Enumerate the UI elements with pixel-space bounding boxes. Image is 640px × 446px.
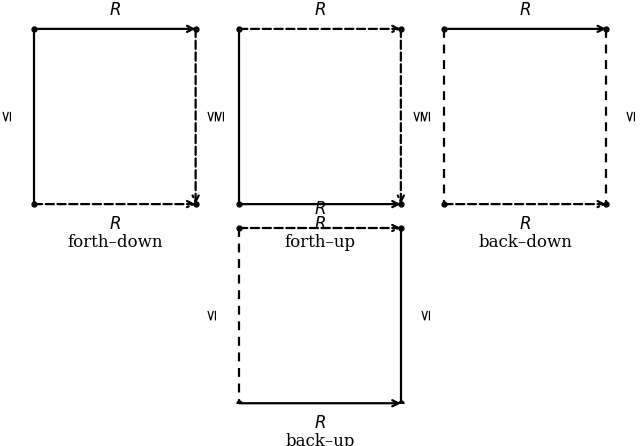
Text: forth–up: forth–up	[284, 234, 356, 251]
Text: back–up: back–up	[285, 433, 355, 446]
Text: $R$: $R$	[109, 216, 121, 233]
Text: $R$: $R$	[314, 415, 326, 432]
Text: $\leq$: $\leq$	[207, 308, 221, 324]
Text: $\leq$: $\leq$	[412, 108, 426, 124]
Text: $\leq$: $\leq$	[214, 108, 228, 124]
Text: $\leq$: $\leq$	[625, 108, 639, 124]
Text: $\leq$: $\leq$	[419, 108, 433, 124]
Text: $R$: $R$	[314, 201, 326, 218]
Text: back–down: back–down	[478, 234, 572, 251]
Text: $\leq$: $\leq$	[207, 108, 221, 124]
Text: $R$: $R$	[314, 2, 326, 19]
Text: forth–down: forth–down	[67, 234, 163, 251]
Text: $R$: $R$	[519, 216, 531, 233]
Text: $R$: $R$	[314, 216, 326, 233]
Text: $\leq$: $\leq$	[419, 308, 433, 324]
Text: $R$: $R$	[519, 2, 531, 19]
Text: $R$: $R$	[109, 2, 121, 19]
Text: $\leq$: $\leq$	[1, 108, 15, 124]
